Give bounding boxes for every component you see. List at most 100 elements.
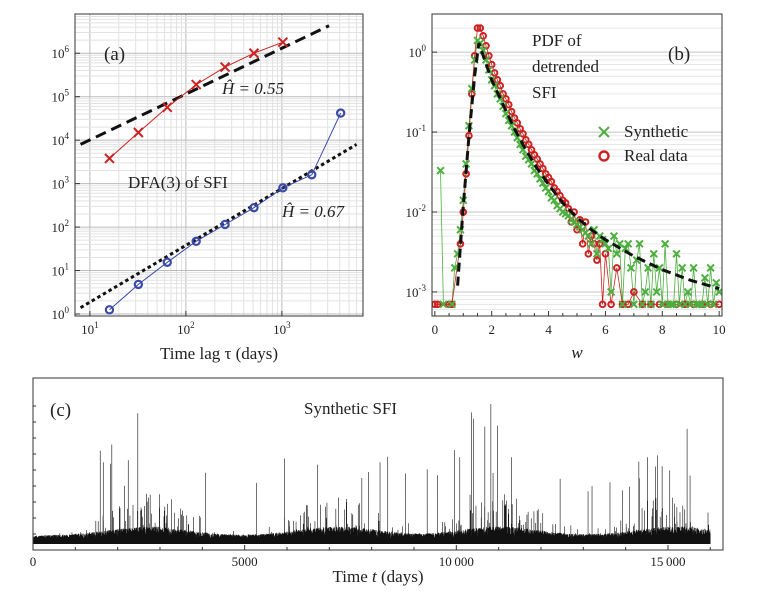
- data-point-upper: [248, 48, 260, 59]
- panel-c-xlabel: Time t (days): [333, 567, 424, 586]
- data-point-synthetic: [689, 263, 698, 272]
- y-tick-label: 105: [52, 88, 70, 105]
- data-point-real: [496, 81, 505, 90]
- data-point-synthetic: [527, 159, 536, 168]
- panel-a-xlabel: Time lag τ (days): [160, 344, 278, 363]
- panel-b-title-line-3: SFI: [532, 83, 557, 102]
- data-point-real: [607, 300, 615, 309]
- x-tick-label: 101: [81, 320, 99, 337]
- data-point-real: [624, 300, 632, 309]
- data-point-real: [630, 288, 638, 296]
- data-point-lower: [278, 183, 288, 193]
- x-tick-label: 10 000: [439, 554, 474, 569]
- data-point-synthetic: [439, 300, 448, 309]
- x-tick-label: 2: [488, 322, 495, 337]
- data-point-synthetic: [507, 121, 516, 130]
- data-point-synthetic: [624, 239, 633, 248]
- data-point-real: [647, 300, 655, 309]
- data-point-synthetic: [700, 273, 710, 282]
- data-point-synthetic: [550, 196, 559, 205]
- data-point-lower: [191, 236, 201, 247]
- data-point-real: [502, 95, 510, 103]
- legend-synthetic-cross: [598, 126, 610, 138]
- data-point-lower: [133, 279, 144, 290]
- y-tick-label: 106: [52, 44, 70, 61]
- panel-b-ticks: 0 2 4 6 8 10 10-3 10-2 10-1 100: [406, 43, 726, 337]
- panel-b-title-line-1: PDF of: [532, 31, 582, 50]
- panel-c-xlabel-part-3: (days): [377, 567, 424, 586]
- data-point-synthetic: [462, 159, 471, 168]
- data-point-upper: [133, 127, 144, 138]
- data-point-lower: [162, 257, 172, 267]
- x-tick-label: 4: [545, 322, 552, 337]
- data-point-synthetic: [695, 300, 704, 309]
- x-tick-label: 5000: [232, 554, 258, 569]
- data-point-upper: [277, 36, 289, 48]
- panel-a-label: (a): [104, 44, 125, 65]
- y-tick-label: 104: [52, 131, 70, 148]
- data-point-synthetic: [709, 300, 718, 309]
- panel-c: 0 5000 10 000 15 000 (c) Synthetic SFI Time…: [30, 377, 724, 586]
- data-point-synthetic: [678, 263, 687, 272]
- data-point-lower: [104, 305, 115, 315]
- data-point-synthetic: [618, 300, 627, 309]
- data-point-synthetic: [447, 300, 457, 309]
- panel-a: 101 102 103 100 101 102 103 104 105 106 (a) DFA(3…: [52, 13, 364, 363]
- x-tick-label: 10: [713, 322, 726, 337]
- data-point-lower: [220, 219, 230, 230]
- data-point-real: [524, 140, 533, 149]
- x-tick-label: 0: [30, 554, 37, 569]
- data-point-real: [573, 225, 581, 234]
- data-point-real: [598, 300, 607, 309]
- fit-curve-line: [456, 42, 720, 291]
- data-point-synthetic: [706, 263, 715, 272]
- panel-a-title: DFA(3) of SFI: [128, 173, 228, 192]
- data-point-real: [638, 300, 647, 309]
- panel-a-ticks: 101 102 103 100 101 102 103 104 105 106: [52, 44, 292, 337]
- data-point-upper: [104, 153, 115, 164]
- data-point-real: [479, 32, 487, 40]
- data-point-synthetic: [666, 300, 675, 309]
- panel-c-signal-line: [33, 404, 711, 544]
- data-point-synthetic: [638, 300, 647, 309]
- data-point-real: [681, 300, 689, 309]
- y-tick-label: 10-2: [406, 203, 427, 220]
- data-point-real: [578, 240, 587, 248]
- y-tick-label: 102: [52, 218, 70, 235]
- data-point-real: [593, 256, 601, 264]
- panel-a-series: [104, 36, 346, 315]
- data-point-synthetic: [661, 239, 670, 248]
- data-point-upper: [190, 79, 202, 90]
- data-point-synthetic: [609, 231, 619, 241]
- panel-c-frame: [32, 377, 724, 551]
- data-point-synthetic: [715, 287, 722, 297]
- data-point-synthetic: [712, 278, 721, 287]
- panel-a-fit-label-lower: Ĥ = 0.67: [281, 202, 345, 221]
- data-point-synthetic: [626, 263, 636, 272]
- fit-line-upper: [79, 24, 330, 146]
- panel-b-xlabel: w: [571, 343, 583, 362]
- data-point-synthetic: [607, 287, 616, 297]
- data-point-synthetic: [641, 287, 650, 297]
- data-point-synthetic: [649, 249, 658, 258]
- data-point-synthetic: [612, 249, 621, 258]
- data-point-synthetic: [587, 239, 596, 248]
- y-tick-label: 100: [52, 305, 70, 322]
- panel-c-ticks: 0 5000 10 000 15 000: [30, 405, 711, 569]
- y-tick-label: 103: [52, 175, 70, 192]
- data-point-synthetic: [646, 300, 656, 309]
- panel-a-fit-label-upper: Ĥ = 0.55: [221, 79, 284, 98]
- panel-c-xlabel-part-1: Time: [333, 567, 373, 586]
- legend-synthetic-marker: [598, 126, 610, 138]
- data-point-real: [595, 240, 604, 248]
- data-point-synthetic: [683, 287, 692, 297]
- data-point-synthetic: [592, 249, 602, 258]
- data-point-synthetic: [621, 244, 630, 253]
- data-point-lower: [307, 170, 317, 180]
- data-point-synthetic: [635, 239, 644, 248]
- data-point-real: [613, 264, 621, 272]
- data-point-upper: [162, 102, 173, 113]
- legend-real-data-label: Real data: [624, 146, 688, 165]
- series-line-Synthetic: [440, 39, 720, 305]
